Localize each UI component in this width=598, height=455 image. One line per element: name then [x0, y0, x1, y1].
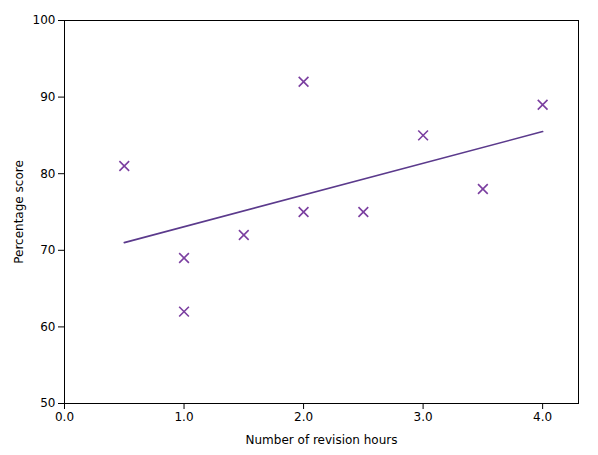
- svg-text:80: 80: [40, 167, 55, 181]
- svg-text:70: 70: [40, 243, 55, 257]
- svg-text:Percentage score: Percentage score: [12, 160, 26, 264]
- svg-text:2.0: 2.0: [294, 410, 313, 424]
- svg-text:0.0: 0.0: [55, 410, 74, 424]
- svg-text:90: 90: [40, 90, 55, 104]
- svg-text:3.0: 3.0: [414, 410, 433, 424]
- svg-text:4.0: 4.0: [533, 410, 552, 424]
- svg-text:1.0: 1.0: [174, 410, 193, 424]
- svg-text:100: 100: [33, 13, 56, 27]
- svg-text:60: 60: [40, 320, 55, 334]
- svg-text:50: 50: [40, 396, 55, 410]
- svg-text:Number of revision hours: Number of revision hours: [246, 433, 398, 447]
